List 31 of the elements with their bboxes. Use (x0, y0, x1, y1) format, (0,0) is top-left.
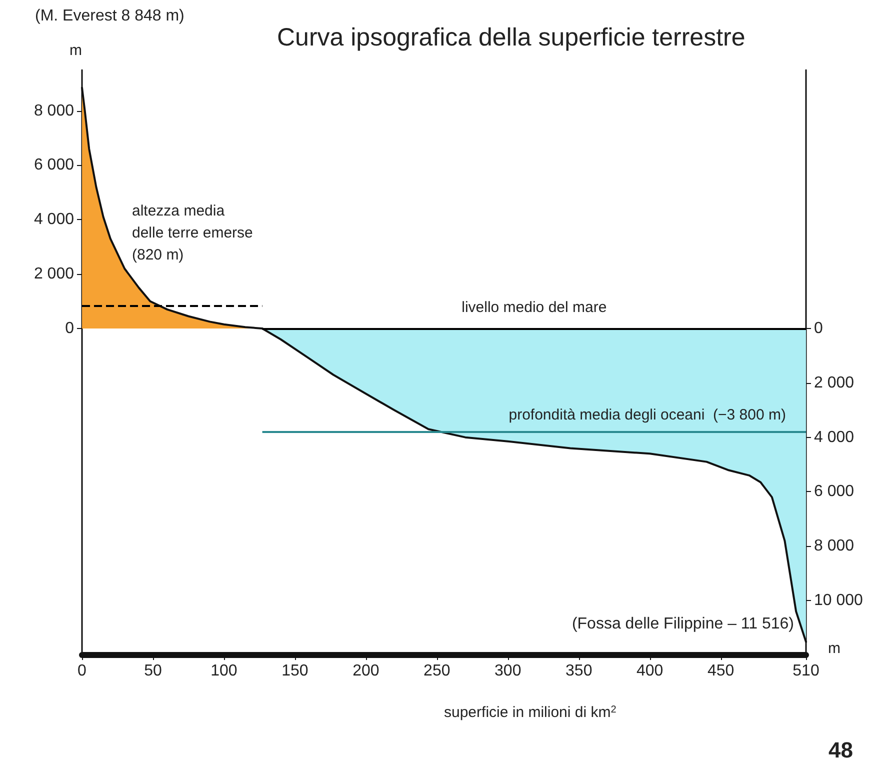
y2-tick-label: 6 000 (814, 483, 854, 500)
x-tick-label: 510 (792, 662, 820, 680)
y2-tick-label: 10 000 (814, 592, 864, 610)
x-tick-label: 0 (78, 662, 87, 680)
x-tick-label: 100 (210, 662, 238, 680)
x-tick-label: 250 (424, 662, 450, 680)
chart-title: Curva ipsografica della superficie terrestre (277, 24, 746, 52)
y2-tick-label: 0 (814, 320, 823, 337)
x-tick-label: 400 (636, 662, 664, 680)
y2-axis-title: m (828, 640, 840, 657)
annotation: (Fossa delle Filippine – 11 516) (572, 615, 794, 632)
y-axis-title: m (70, 42, 82, 59)
x-tick-label: 150 (282, 662, 308, 680)
x-tick-label: 300 (494, 662, 522, 680)
ref-line-label: altezza media delle terre emerse (820 m) (132, 202, 258, 264)
y2-tick-label: 2 000 (814, 374, 854, 392)
y-tick-label: 8 000 (34, 102, 74, 120)
ref-line-label: livello medio del mare (462, 298, 607, 316)
y2-tick-label: 4 000 (814, 428, 854, 446)
x-tick-label: 50 (144, 662, 162, 680)
x-tick-label: 450 (707, 662, 734, 680)
x-tick-label: 350 (566, 662, 592, 680)
text: 48 (828, 738, 854, 762)
y-tick-label: 6 000 (34, 156, 74, 174)
y-tick-label: 4 000 (34, 211, 74, 228)
x-tick-label: 200 (352, 662, 380, 680)
ref-line-label: profondità media degli oceani (−3 800 m) (508, 406, 786, 424)
text: (M. Everest 8 848 m) (35, 8, 184, 24)
y2-tick-label: 8 000 (814, 538, 854, 555)
y-tick-label: 2 000 (34, 266, 74, 283)
y-tick-label: 0 (65, 320, 74, 337)
